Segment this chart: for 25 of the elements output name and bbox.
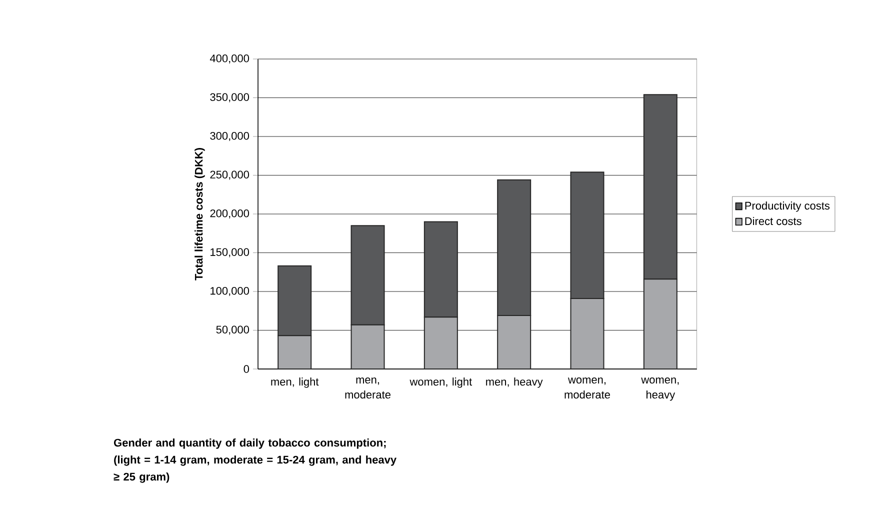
y-tick-label: 300,000	[210, 132, 250, 142]
x-tick-label: women, light	[410, 378, 472, 388]
y-tick-label: 150,000	[210, 248, 250, 258]
bar	[424, 316, 458, 369]
x-axis-title: Gender and quantity of daily tobacco consumption; (light = 1-14 gram, moderate = 15-24 gram, and heavy ≥ 25 gram)	[114, 438, 396, 483]
y-tick-label: 400,000	[210, 54, 250, 64]
x-tick-label: women, heavy	[641, 378, 679, 401]
bar	[570, 298, 604, 369]
x-tick-label: women, moderate	[564, 378, 610, 399]
y-axis-title: Total lifetime costs (DKK)	[194, 148, 205, 280]
legend-label: Productivity costs	[745, 202, 830, 212]
legend-label: Direct costs	[745, 216, 802, 226]
bar	[643, 278, 678, 369]
y-tick-label: 350,000	[210, 93, 250, 102]
bar	[497, 315, 532, 369]
y-tick-label: 50,000	[216, 326, 250, 335]
y-tick-label: 250,000	[210, 170, 250, 180]
bar	[278, 335, 312, 369]
y-tick-label: 200,000	[210, 209, 250, 219]
y-tick-label: 0	[244, 365, 250, 373]
bar	[350, 324, 385, 369]
x-tick-label: men, heavy	[486, 378, 543, 388]
x-tick-label: men, moderate	[345, 378, 390, 399]
x-tick-label: men, light	[271, 378, 319, 388]
y-tick-label: 100,000	[210, 286, 250, 296]
